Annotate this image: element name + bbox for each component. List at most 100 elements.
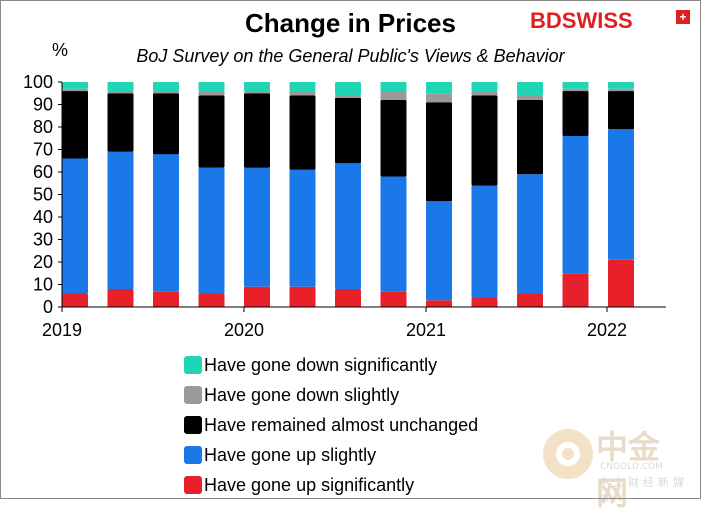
y-tick-label-50: 50	[33, 185, 53, 205]
legend-item-2: Have gone up slightly	[184, 440, 478, 470]
legend-label-2: Have gone up slightly	[204, 444, 377, 465]
bar-segment-2-6	[289, 169, 316, 287]
legend-swatch-3	[184, 416, 202, 434]
bar-segment-4-6	[289, 91, 316, 96]
legend-item-3: Have remained almost unchanged	[184, 410, 478, 440]
y-tick-label-10: 10	[33, 275, 53, 295]
y-tick-label-40: 40	[33, 207, 53, 227]
bar-segment-2-4	[198, 167, 225, 294]
bar-segment-2-11	[517, 174, 543, 294]
bar-segment-4-10	[471, 91, 498, 96]
chart-title: Change in Prices	[245, 8, 456, 38]
bar-segment-5-13	[608, 82, 634, 89]
bar-segment-4-3	[153, 91, 179, 94]
bar-segment-3-4	[198, 95, 225, 168]
bar-segment-2-8	[380, 176, 407, 292]
watermark-sub2: 中文财经新媒体	[598, 476, 688, 505]
bar-segment-5-7	[335, 82, 361, 96]
bar-segment-5-10	[471, 82, 498, 91]
y-tick-label-20: 20	[33, 252, 53, 272]
bar-segment-1-13	[608, 259, 634, 308]
legend-label-5: Have gone down significantly	[204, 354, 438, 375]
y-tick-label-60: 60	[33, 162, 53, 182]
watermark-icon	[543, 429, 593, 479]
bar-segment-1-11	[517, 293, 543, 307]
watermark: 中金网 CNGOLD.COM 中文财经新媒体	[540, 420, 690, 512]
bar-segment-1-3	[153, 291, 179, 308]
bar-segment-4-5	[244, 91, 270, 94]
bar-segment-3-12	[562, 91, 589, 136]
bar-segment-3-11	[517, 100, 543, 175]
bar-segment-1-5	[244, 286, 270, 308]
y-axis-unit: %	[52, 40, 69, 60]
x-tick-label-2019: 2019	[42, 320, 82, 340]
bar-segment-2-12	[562, 136, 589, 274]
legend-label-3: Have remained almost unchanged	[204, 414, 479, 435]
bar-segment-1-10	[471, 298, 498, 307]
bar-segment-3-13	[608, 91, 634, 130]
bar-segment-3-1	[62, 91, 88, 159]
bar-segment-5-11	[517, 82, 543, 96]
bar-segment-1-12	[562, 273, 589, 308]
y-tick-label-80: 80	[33, 117, 53, 137]
bar-segment-3-8	[380, 100, 407, 177]
bars-group	[62, 82, 634, 308]
bar-segment-3-10	[471, 95, 498, 186]
bar-segment-1-4	[198, 293, 225, 307]
x-tick-label-2020: 2020	[224, 320, 264, 340]
bar-segment-3-7	[335, 97, 361, 164]
watermark-sub: CNGOLD.COM	[600, 462, 664, 472]
legend-swatch-4	[184, 386, 202, 404]
bar-segment-5-4	[198, 82, 225, 91]
x-tick-label-2022: 2022	[587, 320, 627, 340]
bar-segment-3-9	[426, 102, 452, 202]
bar-segment-4-11	[517, 95, 543, 100]
bar-segment-5-6	[289, 82, 316, 91]
bar-segment-5-12	[562, 82, 589, 89]
bar-segment-1-6	[289, 286, 316, 308]
legend-item-5: Have gone down significantly	[184, 350, 478, 380]
bar-segment-1-2	[107, 289, 134, 307]
bar-segment-5-1	[62, 82, 88, 89]
legend-swatch-2	[184, 446, 202, 464]
bar-segment-3-6	[289, 95, 316, 170]
x-tick-label-2021: 2021	[406, 320, 446, 340]
bar-segment-4-13	[608, 88, 634, 92]
bar-segment-2-3	[153, 154, 179, 292]
brand-logo: BDSWISS	[530, 8, 633, 33]
y-tick-label-30: 30	[33, 230, 53, 250]
y-tick-label-100: 100	[23, 72, 53, 92]
legend-swatch-1	[184, 476, 202, 494]
bar-segment-1-8	[380, 291, 407, 308]
chart-legend: Have gone down significantly Have gone do…	[184, 350, 478, 500]
bar-segment-4-12	[562, 88, 589, 92]
legend-item-4: Have gone down slightly	[184, 380, 478, 410]
bar-segment-1-7	[335, 289, 361, 307]
bar-segment-5-3	[153, 82, 179, 91]
legend-label-4: Have gone down slightly	[204, 384, 400, 405]
bar-segment-4-8	[380, 91, 407, 100]
bar-segment-2-7	[335, 163, 361, 289]
legend-swatch-5	[184, 356, 202, 374]
bar-segment-5-8	[380, 82, 407, 91]
bar-segment-5-2	[107, 82, 134, 91]
bar-segment-3-2	[107, 93, 134, 152]
bar-segment-1-1	[62, 293, 88, 307]
bar-segment-1-9	[426, 300, 452, 308]
chart-subtitle: BoJ Survey on the General Public's Views…	[136, 46, 565, 66]
bar-segment-4-7	[335, 95, 361, 98]
y-tick-label-90: 90	[33, 95, 53, 115]
brand-logo-badge: +	[676, 10, 690, 24]
legend-label-1: Have gone up significantly	[204, 474, 415, 495]
legend-item-1: Have gone up significantly	[184, 470, 478, 500]
bar-segment-4-1	[62, 88, 88, 92]
bar-segment-2-10	[471, 185, 498, 298]
bar-segment-3-5	[244, 93, 270, 168]
bar-segment-3-3	[153, 93, 179, 155]
bar-segment-2-2	[107, 151, 134, 290]
bar-segment-4-4	[198, 91, 225, 96]
bar-segment-4-2	[107, 91, 134, 94]
bar-segment-4-9	[426, 93, 452, 103]
